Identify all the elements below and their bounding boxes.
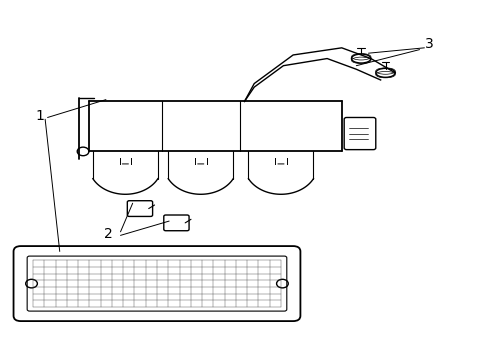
- Text: 2: 2: [104, 226, 113, 240]
- Text: 1: 1: [36, 109, 44, 123]
- Text: 3: 3: [424, 37, 433, 51]
